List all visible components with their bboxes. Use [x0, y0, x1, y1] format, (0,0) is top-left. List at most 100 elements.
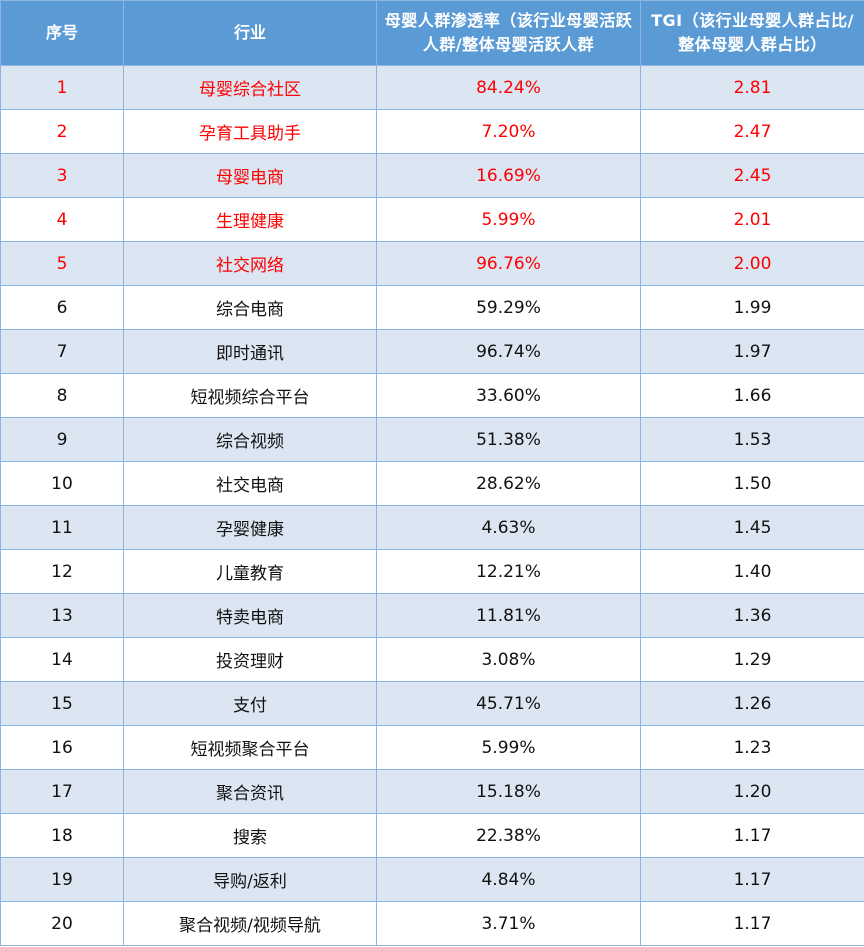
cell-tgi: 1.17	[640, 857, 864, 902]
cell-rank: 7	[0, 329, 124, 374]
cell-rank: 4	[0, 197, 124, 242]
cell-penetration: 33.60%	[376, 373, 641, 418]
table-row: 19 导购/返利 4.84% 1.17	[0, 857, 864, 902]
cell-penetration: 28.62%	[376, 461, 641, 506]
cell-tgi: 1.45	[640, 505, 864, 550]
cell-penetration: 4.84%	[376, 857, 641, 902]
cell-penetration: 11.81%	[376, 593, 641, 638]
cell-tgi: 1.53	[640, 417, 864, 462]
cell-penetration: 15.18%	[376, 769, 641, 814]
cell-rank: 11	[0, 505, 124, 550]
cell-rank: 8	[0, 373, 124, 418]
cell-industry: 搜索	[123, 813, 377, 858]
cell-industry: 社交电商	[123, 461, 377, 506]
table-body: 1 母婴综合社区 84.24% 2.81 2 孕育工具助手 7.20% 2.47 3 母婴电商 16…	[0, 65, 864, 946]
cell-rank: 20	[0, 901, 124, 946]
cell-tgi: 1.40	[640, 549, 864, 594]
table-row: 10 社交电商 28.62% 1.50	[0, 461, 864, 506]
cell-industry: 综合视频	[123, 417, 377, 462]
header-penetration: 母婴人群渗透率（该行业母婴活跃人群/整体母婴活跃人群	[376, 0, 641, 66]
cell-tgi: 1.97	[640, 329, 864, 374]
cell-rank: 9	[0, 417, 124, 462]
table-header: 序号 行业 母婴人群渗透率（该行业母婴活跃人群/整体母婴活跃人群 TGI（该行业…	[0, 0, 864, 66]
cell-penetration: 3.08%	[376, 637, 641, 682]
cell-rank: 15	[0, 681, 124, 726]
cell-tgi: 1.20	[640, 769, 864, 814]
table-row: 2 孕育工具助手 7.20% 2.47	[0, 109, 864, 154]
cell-penetration: 84.24%	[376, 65, 641, 110]
table-row: 20 聚合视频/视频导航 3.71% 1.17	[0, 901, 864, 946]
cell-industry: 聚合资讯	[123, 769, 377, 814]
table-row: 7 即时通讯 96.74% 1.97	[0, 329, 864, 374]
cell-tgi: 1.36	[640, 593, 864, 638]
cell-tgi: 1.66	[640, 373, 864, 418]
cell-penetration: 12.21%	[376, 549, 641, 594]
cell-tgi: 2.00	[640, 241, 864, 286]
cell-industry: 短视频综合平台	[123, 373, 377, 418]
cell-tgi: 1.26	[640, 681, 864, 726]
cell-industry: 孕婴健康	[123, 505, 377, 550]
cell-industry: 即时通讯	[123, 329, 377, 374]
cell-industry: 支付	[123, 681, 377, 726]
cell-rank: 12	[0, 549, 124, 594]
cell-rank: 6	[0, 285, 124, 330]
header-tgi: TGI（该行业母婴人群占比/整体母婴人群占比）	[640, 0, 864, 66]
cell-penetration: 96.74%	[376, 329, 641, 374]
cell-industry: 母婴综合社区	[123, 65, 377, 110]
cell-rank: 13	[0, 593, 124, 638]
cell-tgi: 1.23	[640, 725, 864, 770]
cell-rank: 17	[0, 769, 124, 814]
cell-rank: 5	[0, 241, 124, 286]
cell-penetration: 16.69%	[376, 153, 641, 198]
table-row: 6 综合电商 59.29% 1.99	[0, 285, 864, 330]
cell-penetration: 96.76%	[376, 241, 641, 286]
cell-penetration: 5.99%	[376, 725, 641, 770]
cell-penetration: 3.71%	[376, 901, 641, 946]
cell-industry: 社交网络	[123, 241, 377, 286]
cell-tgi: 1.17	[640, 901, 864, 946]
cell-penetration: 5.99%	[376, 197, 641, 242]
table-row: 13 特卖电商 11.81% 1.36	[0, 593, 864, 638]
cell-industry: 特卖电商	[123, 593, 377, 638]
cell-penetration: 4.63%	[376, 505, 641, 550]
table-row: 12 儿童教育 12.21% 1.40	[0, 549, 864, 594]
table-row: 1 母婴综合社区 84.24% 2.81	[0, 65, 864, 110]
cell-industry: 投资理财	[123, 637, 377, 682]
cell-tgi: 1.29	[640, 637, 864, 682]
header-industry: 行业	[123, 0, 377, 66]
cell-rank: 14	[0, 637, 124, 682]
cell-rank: 1	[0, 65, 124, 110]
cell-industry: 生理健康	[123, 197, 377, 242]
cell-penetration: 59.29%	[376, 285, 641, 330]
cell-rank: 16	[0, 725, 124, 770]
table-row: 16 短视频聚合平台 5.99% 1.23	[0, 725, 864, 770]
cell-tgi: 1.50	[640, 461, 864, 506]
table-row: 14 投资理财 3.08% 1.29	[0, 637, 864, 682]
table-row: 17 聚合资讯 15.18% 1.20	[0, 769, 864, 814]
table-row: 15 支付 45.71% 1.26	[0, 681, 864, 726]
cell-industry: 孕育工具助手	[123, 109, 377, 154]
cell-industry: 短视频聚合平台	[123, 725, 377, 770]
header-row: 序号 行业 母婴人群渗透率（该行业母婴活跃人群/整体母婴活跃人群 TGI（该行业…	[0, 0, 864, 66]
cell-rank: 10	[0, 461, 124, 506]
cell-penetration: 45.71%	[376, 681, 641, 726]
cell-industry: 导购/返利	[123, 857, 377, 902]
cell-rank: 18	[0, 813, 124, 858]
cell-industry: 聚合视频/视频导航	[123, 901, 377, 946]
cell-rank: 19	[0, 857, 124, 902]
cell-tgi: 1.17	[640, 813, 864, 858]
table-row: 18 搜索 22.38% 1.17	[0, 813, 864, 858]
cell-tgi: 2.01	[640, 197, 864, 242]
table-row: 5 社交网络 96.76% 2.00	[0, 241, 864, 286]
cell-industry: 综合电商	[123, 285, 377, 330]
table-row: 8 短视频综合平台 33.60% 1.66	[0, 373, 864, 418]
cell-tgi: 2.47	[640, 109, 864, 154]
table-row: 11 孕婴健康 4.63% 1.45	[0, 505, 864, 550]
cell-industry: 母婴电商	[123, 153, 377, 198]
cell-rank: 2	[0, 109, 124, 154]
table-row: 4 生理健康 5.99% 2.01	[0, 197, 864, 242]
cell-penetration: 7.20%	[376, 109, 641, 154]
cell-penetration: 22.38%	[376, 813, 641, 858]
cell-rank: 3	[0, 153, 124, 198]
